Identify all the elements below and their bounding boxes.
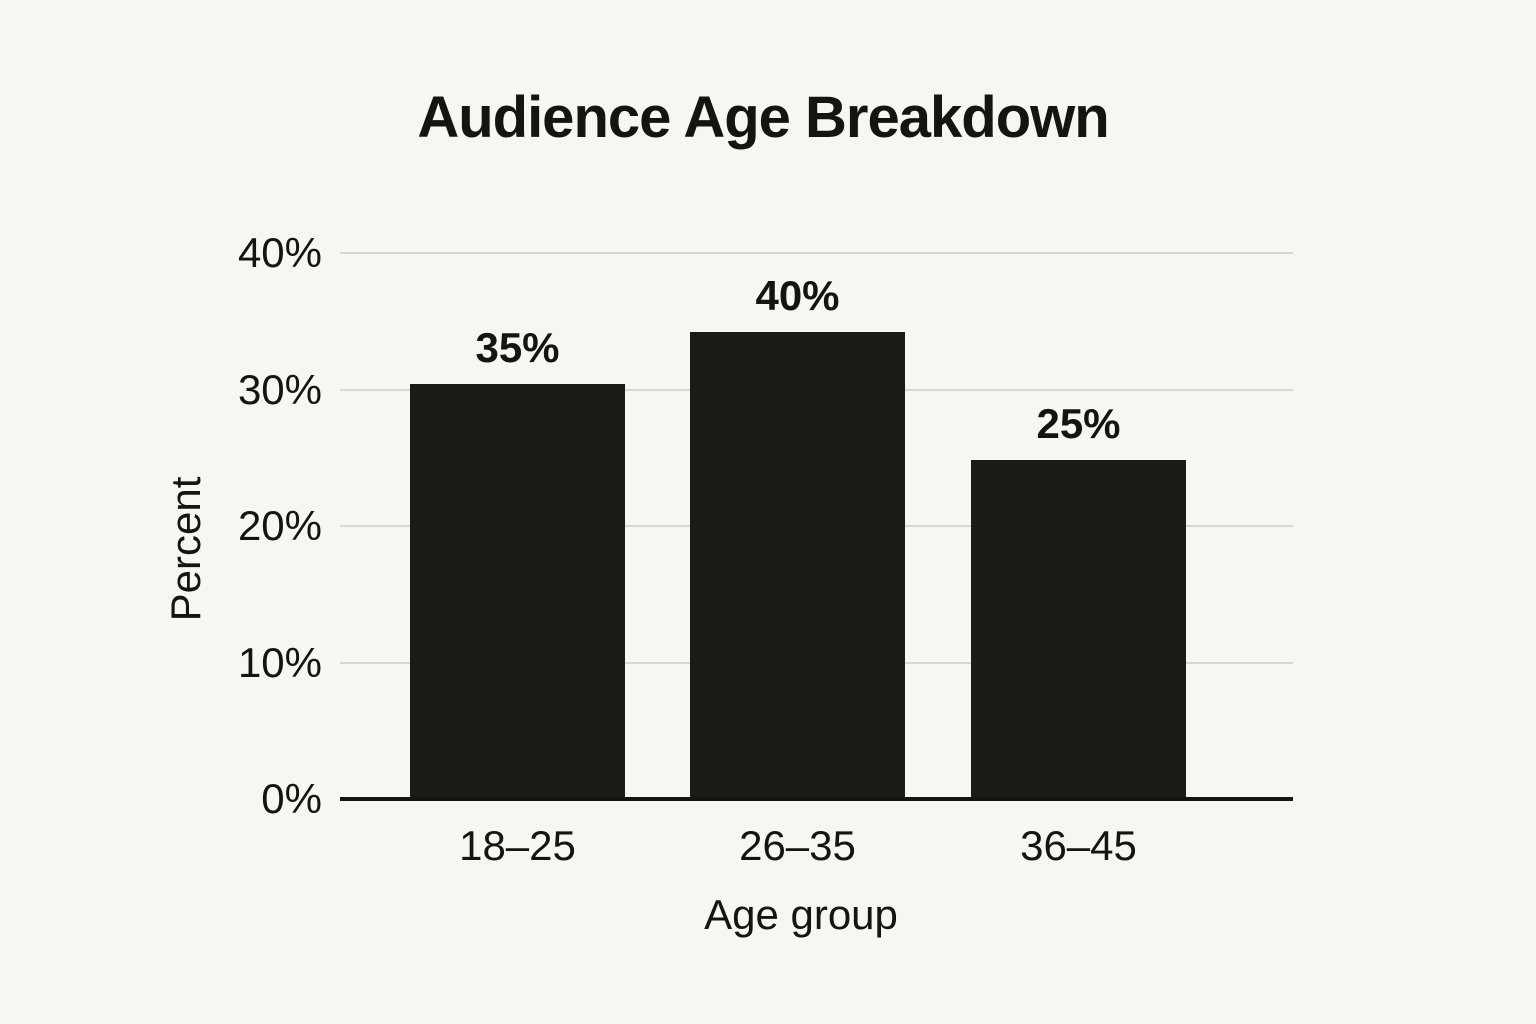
chart-title: Audience Age Breakdown: [417, 85, 1109, 150]
bar-value-label: 40%: [755, 272, 840, 320]
y-tick-label: 40%: [237, 229, 322, 276]
bar-value-label: 25%: [1036, 400, 1121, 448]
y-tick-label: 30%: [237, 365, 322, 413]
gridline: [340, 252, 1293, 254]
x-axis-title: Age group: [704, 891, 898, 938]
x-tick-label: 18–25: [459, 822, 576, 869]
bar-value-label: 35%: [475, 324, 560, 372]
bar: [690, 332, 905, 799]
y-tick-label: 10%: [237, 638, 322, 686]
y-tick-label: 20%: [237, 502, 322, 549]
x-tick-label: 26–35: [739, 822, 856, 869]
y-tick-label: 0%: [261, 775, 322, 822]
x-axis-line: [340, 797, 1293, 801]
x-tick-label: 36–45: [1020, 822, 1137, 869]
plot-area: 35% 40% 25%: [340, 252, 1293, 801]
bar: [971, 460, 1186, 799]
bar: [410, 384, 625, 799]
